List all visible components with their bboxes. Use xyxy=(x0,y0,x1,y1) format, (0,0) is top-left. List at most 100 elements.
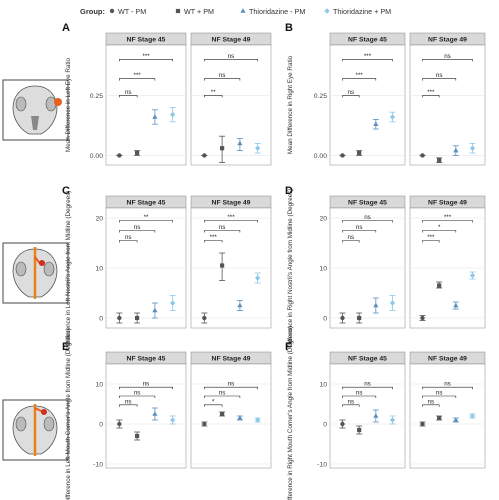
significance-label: ns xyxy=(219,72,226,79)
data-point xyxy=(340,315,345,321)
significance-bracket: *** xyxy=(204,214,258,223)
significance-label: *** xyxy=(364,53,372,60)
significance-label: ns xyxy=(436,390,443,397)
tadpole-eye-icon xyxy=(2,79,69,141)
data-point-group xyxy=(116,419,123,429)
facet-title: NF Stage 49 xyxy=(428,356,467,363)
significance-label: ns xyxy=(125,398,132,405)
data-point-group xyxy=(452,417,459,423)
bracket-line xyxy=(204,230,241,233)
tadpole-mouth-icon xyxy=(2,399,69,461)
y-tick-label: 0.25 xyxy=(314,93,327,100)
bracket-line xyxy=(342,404,360,407)
data-point-group xyxy=(356,425,363,435)
bracket-line xyxy=(119,78,156,81)
significance-bracket: ns xyxy=(422,390,457,398)
significance-bracket: ns xyxy=(342,89,360,98)
y-tick-label: 10 xyxy=(95,266,103,273)
bracket-line xyxy=(204,386,258,390)
significance-label: ns xyxy=(228,53,235,60)
significance-label: * xyxy=(212,398,215,405)
y-tick-label: 0.00 xyxy=(314,153,327,160)
significance-label: ** xyxy=(144,214,149,221)
significance-bracket: ns xyxy=(204,72,241,81)
panel-letter: B xyxy=(285,22,293,34)
bracket-line xyxy=(342,59,393,62)
significance-bracket: * xyxy=(204,398,223,407)
significance-label: *** xyxy=(142,53,150,60)
bracket-line xyxy=(422,240,440,243)
legend-label: WT - PM xyxy=(118,7,146,16)
bracket-line xyxy=(342,95,360,98)
bracket-line xyxy=(204,240,223,243)
significance-label: ns xyxy=(348,398,355,405)
significance-label: ns xyxy=(219,224,226,231)
significance-bracket: ns xyxy=(119,89,138,98)
data-point-group xyxy=(339,312,346,324)
data-point-group xyxy=(254,272,261,284)
legend-label: Thioridazine + PM xyxy=(333,7,391,16)
data-point xyxy=(357,150,362,156)
significance-bracket: ns xyxy=(119,390,156,398)
data-point-group xyxy=(356,150,363,156)
data-point xyxy=(453,147,459,153)
data-point-group xyxy=(236,415,243,421)
significance-label: ns xyxy=(364,381,371,388)
legend-marker xyxy=(324,8,330,14)
data-point xyxy=(389,114,396,120)
data-point-group xyxy=(372,119,379,130)
significance-label: *** xyxy=(356,72,364,79)
significance-bracket: ns xyxy=(422,398,440,407)
significance-bracket: ns xyxy=(422,381,473,390)
data-point-group xyxy=(116,312,123,324)
legend-marker xyxy=(175,8,181,14)
significance-bracket: *** xyxy=(204,234,223,243)
facet-title: NF Stage 45 xyxy=(127,356,166,363)
y-tick-label: 10 xyxy=(319,382,327,389)
data-point xyxy=(420,315,425,321)
data-point-group xyxy=(151,302,158,319)
data-point xyxy=(135,433,140,439)
bracket-line xyxy=(204,395,241,398)
facet-title: NF Stage 45 xyxy=(348,356,387,363)
bracket-line xyxy=(422,386,473,390)
bracket-line xyxy=(204,220,258,223)
data-point-group xyxy=(452,301,459,310)
significance-bracket: ns xyxy=(342,234,360,243)
panel-b: B Mean Difference in Right Eye Ratio 0.00 0… xyxy=(285,22,486,166)
y-axis-label: Difference in Left Nostril's Angle from … xyxy=(65,191,72,346)
data-point xyxy=(237,140,243,146)
data-point xyxy=(340,153,345,158)
data-point-group xyxy=(356,312,363,324)
data-point xyxy=(117,153,122,158)
data-point-group xyxy=(134,431,141,441)
legend-item: WT + PM xyxy=(175,7,214,16)
significance-bracket: *** xyxy=(342,53,393,62)
data-point-group xyxy=(419,421,426,427)
significance-label: ns xyxy=(134,390,141,397)
data-point xyxy=(117,315,122,321)
data-point xyxy=(237,415,243,420)
data-point xyxy=(437,283,442,288)
bracket-line xyxy=(204,59,258,62)
data-point xyxy=(373,302,379,308)
data-point xyxy=(170,300,176,306)
significance-bracket: ns xyxy=(204,390,241,398)
data-point-group xyxy=(201,153,208,158)
legend-label: Thioridazine - PM xyxy=(249,7,305,16)
facet-title: NF Stage 49 xyxy=(212,200,251,207)
data-point-group xyxy=(134,150,141,156)
data-point-group xyxy=(436,157,443,164)
significance-label: ns xyxy=(219,390,226,397)
bracket-line xyxy=(204,95,223,98)
bracket-line xyxy=(119,95,138,98)
bracket-line xyxy=(422,404,440,407)
bracket-line xyxy=(422,95,440,98)
significance-bracket: ns xyxy=(119,381,173,390)
data-point xyxy=(389,417,396,423)
y-tick-label: 0 xyxy=(99,316,103,323)
